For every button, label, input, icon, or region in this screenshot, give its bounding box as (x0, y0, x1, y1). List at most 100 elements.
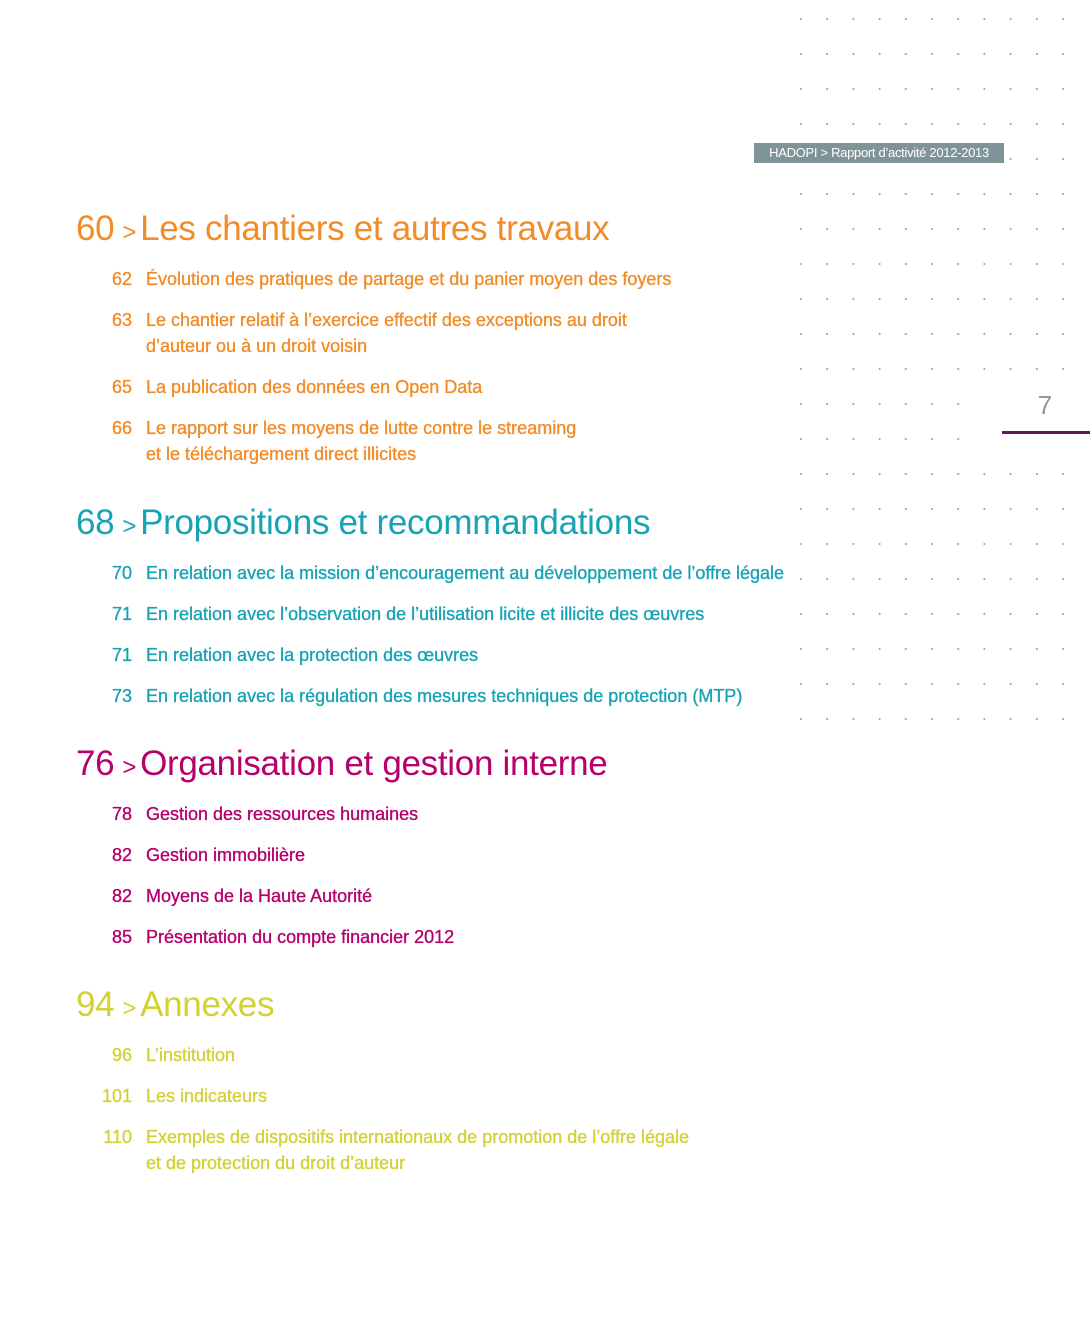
section-page-number: 94 (76, 985, 115, 1024)
toc-entry[interactable]: 63 Le chantier relatif à l’exercice effec… (76, 307, 675, 359)
dot (878, 227, 881, 231)
entry-title: En relation avec la protection des œuvre… (146, 645, 483, 665)
dot (878, 612, 881, 616)
dot (852, 717, 855, 721)
dot (852, 227, 855, 231)
dot (799, 437, 803, 441)
dot (930, 297, 934, 301)
dot (852, 17, 855, 21)
section-heading[interactable]: 94 > Annexes (76, 985, 689, 1029)
dot (878, 52, 881, 56)
toc-entry[interactable]: 110 Exemples de dispositifs internationau… (76, 1124, 689, 1176)
dot (1061, 87, 1065, 91)
entry-page-number: 78 (111, 804, 132, 824)
dot (1009, 262, 1012, 266)
dot (852, 647, 855, 651)
dot (930, 402, 934, 406)
dot (799, 332, 803, 336)
dot (878, 682, 881, 686)
dot (826, 52, 829, 56)
toc-entry[interactable]: 82 Gestion immobilière (76, 842, 607, 868)
dot (930, 332, 934, 336)
dot (983, 122, 986, 126)
dot (930, 17, 934, 21)
dot (799, 52, 803, 56)
page-number-rule (1002, 431, 1090, 434)
dot (826, 507, 829, 511)
toc-entry[interactable]: 101 Les indicateurs (76, 1083, 689, 1109)
entry-title: En relation avec la régulation des mesur… (146, 686, 747, 706)
toc-entry[interactable]: 96 L’institution (76, 1042, 689, 1068)
toc-section: 94 > Annexes 96 L’institution 101 Les indicate… (76, 985, 689, 1191)
dot (852, 367, 855, 371)
dot (957, 52, 960, 56)
section-heading[interactable]: 76 > Organisation et gestion interne (76, 744, 608, 788)
toc-entry[interactable]: 65 La publication des données en Open Dat… (76, 374, 675, 400)
dot (852, 577, 855, 581)
dot (1009, 332, 1012, 336)
dot (983, 507, 986, 511)
dot (1035, 192, 1038, 196)
dot (1035, 332, 1038, 336)
entry-title: Exemples de dispositifs internationaux d… (146, 1127, 689, 1173)
dot (826, 297, 829, 301)
dot (957, 402, 960, 406)
dot (1035, 227, 1038, 231)
dot (826, 262, 829, 266)
toc-entry[interactable]: 71 En relation avec l’observation de l’ut… (76, 601, 788, 627)
dot (957, 472, 960, 476)
dot (799, 227, 803, 231)
toc-entry[interactable]: 71 En relation avec la protection des œuv… (76, 642, 788, 668)
dot (1009, 157, 1012, 161)
dot (826, 542, 829, 546)
dot (1061, 17, 1065, 21)
dot (1061, 647, 1065, 651)
toc-entry[interactable]: 82 Moyens de la Haute Autorité (76, 883, 607, 909)
dot (1061, 367, 1065, 371)
dot (904, 402, 907, 406)
dot (826, 122, 829, 126)
dot (957, 647, 960, 651)
toc-entry[interactable]: 62 Évolution des pratiques de partage et … (76, 266, 676, 292)
section-heading[interactable]: 68 > Propositions et recommandations (76, 503, 788, 547)
entry-title: Le chantier relatif à l’exercice effecti… (146, 310, 627, 356)
toc-entry[interactable]: 78 Gestion des ressources humaines (76, 801, 607, 827)
dot (1035, 507, 1038, 511)
dot (983, 472, 986, 476)
toc-entry[interactable]: 85 Présentation du compte financier 2012 (76, 924, 607, 950)
section-title: Organisation et gestion interne (140, 744, 608, 783)
dot (930, 192, 934, 196)
entry-page-number: 66 (111, 418, 132, 438)
dot (1035, 17, 1038, 21)
dot (1009, 542, 1012, 546)
dot (1035, 297, 1038, 301)
section-heading[interactable]: 60 > Les chantiers et autres travaux (76, 209, 675, 253)
dot (904, 612, 907, 616)
dot (878, 472, 881, 476)
dot (799, 367, 803, 371)
dot (1035, 577, 1038, 581)
entry-title: Le rapport sur les moyens de lutte contr… (146, 418, 577, 464)
entry-page-number: 96 (111, 1045, 132, 1065)
toc-entry[interactable]: 73 En relation avec la régulation des mes… (76, 683, 788, 709)
dot (852, 192, 855, 196)
dot (930, 52, 934, 56)
toc-section: 68 > Propositions et recommandations 70 En r… (76, 503, 789, 724)
dot (930, 577, 934, 581)
toc-entry[interactable]: 70 En relation avec la mission d’encourag… (76, 560, 789, 586)
dot (957, 227, 960, 231)
dot (930, 682, 934, 686)
dot (852, 472, 855, 476)
page-number: 7 (1037, 390, 1053, 420)
dot (983, 542, 986, 546)
dot (852, 52, 855, 56)
section-page-number: 68 (76, 503, 115, 542)
dot (1061, 472, 1065, 476)
entry-title: Présentation du compte financier 2012 (146, 927, 459, 947)
dot (983, 332, 986, 336)
dot (1009, 367, 1012, 371)
toc-entry[interactable]: 66 Le rapport sur les moyens de lutte con… (76, 415, 675, 467)
dot (852, 542, 855, 546)
dot (1061, 157, 1065, 161)
dot (930, 612, 934, 616)
